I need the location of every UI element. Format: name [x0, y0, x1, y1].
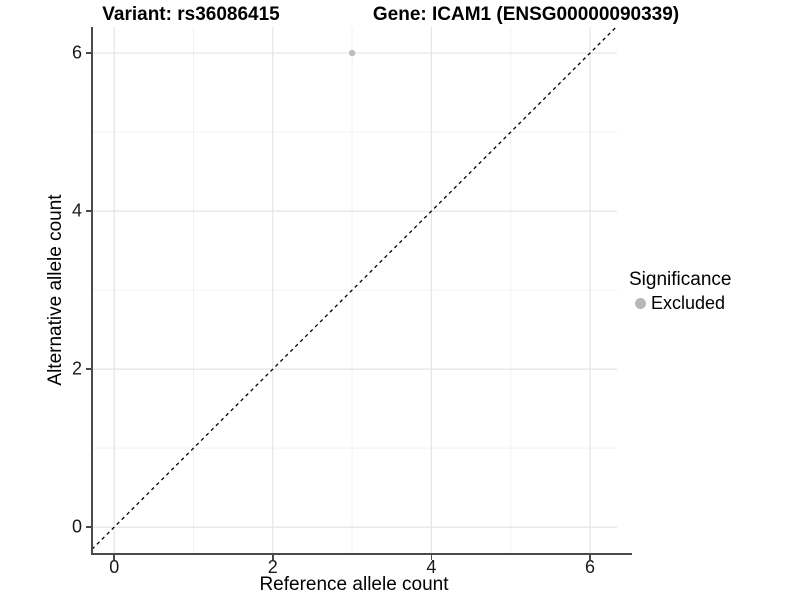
x-tick-mark — [589, 555, 591, 560]
legend-items: Excluded — [629, 292, 731, 313]
y-tick-label: 0 — [71, 516, 82, 537]
x-tick-mark — [272, 555, 274, 560]
x-tick-mark — [113, 555, 115, 560]
x-tick-label: 6 — [585, 557, 596, 577]
y-tick-label: 6 — [71, 42, 82, 63]
plot-panel — [92, 27, 617, 554]
scatter-canvas — [92, 27, 617, 554]
x-axis-title: Reference allele count — [259, 574, 449, 595]
x-tick-mark — [430, 555, 433, 560]
y-axis-line — [91, 27, 93, 555]
y-tick-mark — [86, 210, 91, 212]
y-axis-title: Alternative allele count — [45, 194, 66, 386]
x-tick-label: 2 — [267, 557, 278, 577]
legend-dot-icon — [635, 297, 646, 309]
y-tick-label: 4 — [71, 200, 82, 221]
legend-item-label: Excluded — [651, 292, 726, 313]
x-axis-line — [92, 553, 632, 555]
x-tick-label: 0 — [109, 557, 120, 577]
y-tick-mark — [86, 52, 91, 54]
x-tick-label: 4 — [426, 557, 437, 577]
legend-item: Excluded — [629, 292, 731, 313]
identity-line — [92, 27, 617, 550]
y-tick-mark — [86, 526, 91, 528]
y-tick-label: 2 — [71, 358, 82, 379]
legend: Significance Excluded — [629, 269, 732, 313]
y-tick-mark — [86, 368, 91, 370]
plot-title-gene: Gene: ICAM1 (ENSG00000090339) — [372, 4, 680, 25]
plot-title-variant: Variant: rs36086415 — [102, 4, 280, 25]
data-point — [348, 49, 356, 57]
legend-title: Significance — [629, 269, 732, 290]
